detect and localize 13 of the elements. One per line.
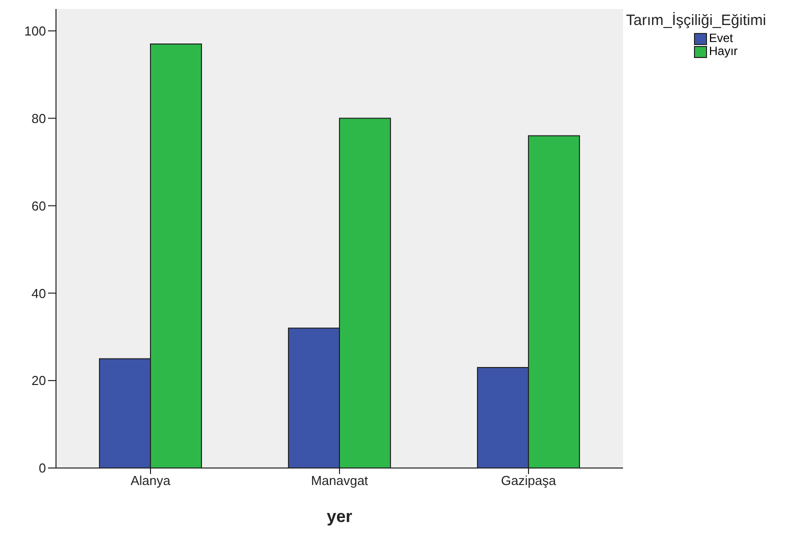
x-tick-label: Gazipaşa bbox=[501, 473, 557, 488]
y-tick-label: 0 bbox=[38, 460, 46, 476]
y-tick-label: 60 bbox=[32, 198, 46, 214]
y-tick-label: 100 bbox=[24, 23, 46, 38]
legend-label: Evet bbox=[709, 31, 734, 45]
y-tick-label: 80 bbox=[32, 110, 46, 126]
x-axis-title: yer bbox=[326, 507, 353, 526]
legend-label: Hayır bbox=[709, 44, 738, 58]
y-tick-label: 20 bbox=[32, 373, 46, 388]
x-tick-label: Alanya bbox=[130, 473, 172, 488]
legend-title: Tarım_İşçiliği_Eğitimi bbox=[626, 12, 766, 29]
x-tick-label: Manavgat bbox=[310, 473, 368, 488]
y-tick-label: 40 bbox=[32, 286, 46, 301]
